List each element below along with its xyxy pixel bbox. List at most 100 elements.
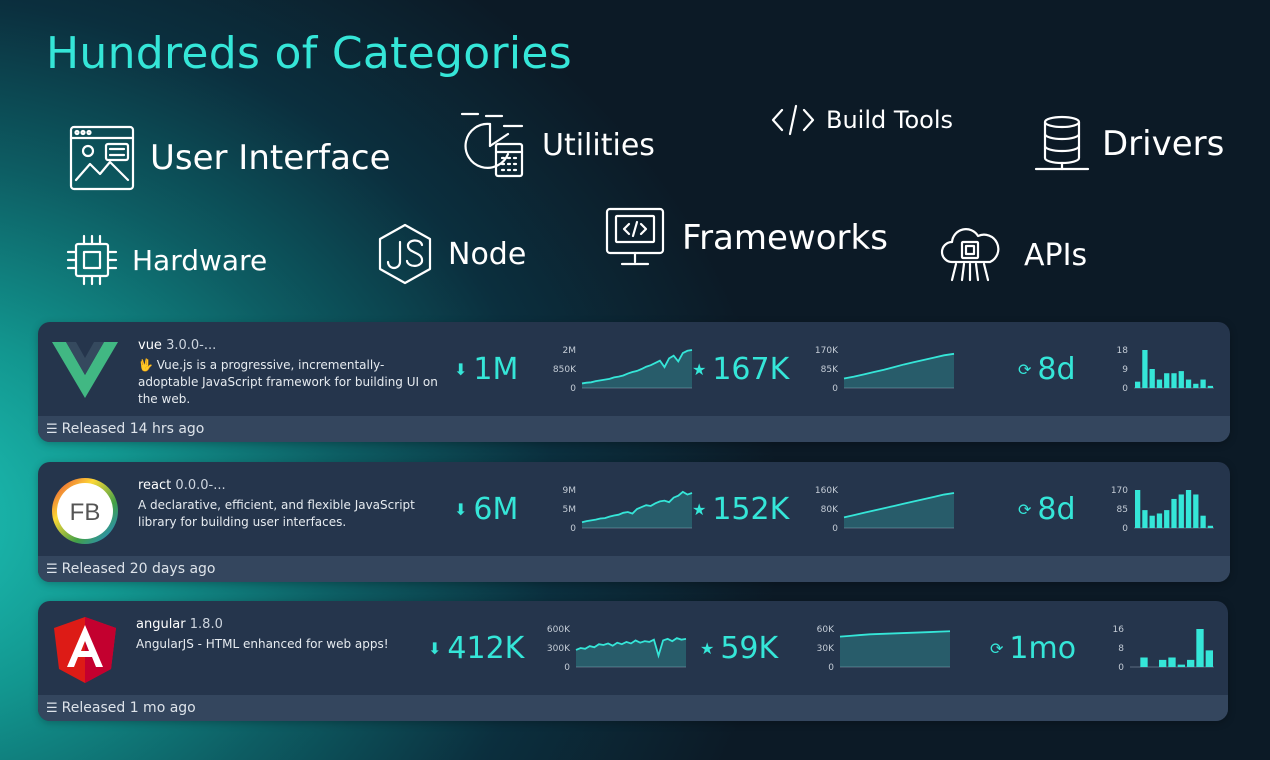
category-apis[interactable]: APIs xyxy=(940,224,1087,286)
commit-bar xyxy=(1185,379,1192,388)
category-build-tools[interactable]: Build Tools xyxy=(770,102,953,138)
category-drivers[interactable]: Drivers xyxy=(1034,114,1224,174)
axis-tick-label: 0 xyxy=(828,663,834,673)
stars-chart: 60K 30K 0 xyxy=(817,625,951,673)
package-description: AngularJS - HTML enhanced for web apps! xyxy=(136,637,389,651)
downloads-chart: 600K 300K 0 xyxy=(547,625,687,673)
commits-chart: 170 85 0 xyxy=(1111,486,1214,534)
downloads-metric: ⬇ 6M xyxy=(454,492,519,527)
category-utilities[interactable]: Utilities xyxy=(460,110,655,180)
package-card-angular[interactable]: angular 1.8.0 AngularJS - HTML enhanced … xyxy=(38,601,1228,721)
commit-bar xyxy=(1187,659,1195,667)
commit-bar xyxy=(1135,381,1141,388)
commit-bar xyxy=(1207,385,1213,388)
svg-text:FB: FB xyxy=(70,499,101,526)
category-label: Frameworks xyxy=(682,218,888,258)
category-node[interactable]: Node xyxy=(376,222,526,286)
axis-tick-label: 300K xyxy=(547,644,571,654)
refresh-icon: ⟳ xyxy=(1018,500,1032,519)
commit-bar xyxy=(1171,373,1177,388)
download-arrow-icon: ⬇ xyxy=(454,360,468,379)
downloads-metric: ⬇ 1M xyxy=(454,352,519,387)
category-frameworks[interactable]: Frameworks xyxy=(604,206,888,270)
axis-tick-label: 0 xyxy=(570,524,576,534)
axis-tick-label: 600K xyxy=(547,625,571,635)
age-metric: ⟳ 1mo xyxy=(990,631,1077,666)
axis-tick-label: 16 xyxy=(1113,625,1125,635)
commit-bar xyxy=(1156,379,1163,388)
star-icon: ★ xyxy=(692,500,707,519)
axis-tick-label: 9M xyxy=(563,486,577,496)
downloads-line xyxy=(575,637,687,659)
package-card-react[interactable]: FB react 0.0.0-... A declarative, effici… xyxy=(38,462,1230,582)
downloads-chart: 2M 850K 0 xyxy=(553,346,693,394)
category-user-interface[interactable]: User Interface xyxy=(68,124,391,192)
axis-tick-label: 170K xyxy=(815,346,839,356)
commit-bar xyxy=(1171,498,1177,528)
commit-bar xyxy=(1156,513,1163,528)
layers-icon: ☰ xyxy=(46,421,58,437)
commit-bar xyxy=(1196,629,1204,667)
commit-bar xyxy=(1207,525,1213,528)
category-label: Node xyxy=(448,236,527,272)
commit-bar xyxy=(1177,664,1185,667)
monitor-code-icon xyxy=(605,207,665,266)
download-arrow-icon: ⬇ xyxy=(454,500,468,519)
package-version: 0.0.0-... xyxy=(175,478,226,493)
react-fb-logo: FB xyxy=(52,478,118,544)
layers-icon: ☰ xyxy=(46,700,58,716)
commit-bar xyxy=(1140,657,1148,667)
axis-tick-label: 0 xyxy=(564,663,570,673)
layers-icon: ☰ xyxy=(46,561,58,577)
stars-chart: 160K 80K 0 xyxy=(815,486,955,534)
downloads-chart: 9M 5M 0 xyxy=(563,486,693,534)
downloads-area xyxy=(582,350,692,388)
package-name[interactable]: angular 1.8.0 xyxy=(136,617,223,632)
downloads-line xyxy=(581,490,693,524)
code-icon xyxy=(771,104,815,136)
category-label: Hardware xyxy=(132,243,268,277)
axis-tick-label: 9 xyxy=(1122,365,1128,375)
commit-bar xyxy=(1142,350,1148,388)
category-hardware[interactable]: Hardware xyxy=(64,232,267,288)
release-footer: ☰ Released 1 mo ago xyxy=(38,695,1228,721)
category-label: APIs xyxy=(1024,237,1088,273)
package-name[interactable]: react 0.0.0-... xyxy=(138,478,226,493)
axis-tick-label: 2M xyxy=(563,346,577,356)
commit-bar xyxy=(1164,510,1170,528)
commit-bar xyxy=(1193,383,1199,388)
commit-bar xyxy=(1205,650,1213,667)
refresh-icon: ⟳ xyxy=(990,639,1004,658)
page-title: Hundreds of Categories xyxy=(46,28,572,79)
commit-bar xyxy=(1164,373,1170,388)
chip-icon xyxy=(66,234,118,286)
downloads-line xyxy=(581,349,693,385)
axis-tick-label: 0 xyxy=(570,384,576,394)
age-metric: ⟳ 8d xyxy=(1018,352,1076,387)
refresh-icon: ⟳ xyxy=(1018,360,1032,379)
commit-bar xyxy=(1149,369,1155,388)
package-version: 3.0.0-... xyxy=(166,338,217,353)
axis-tick-label: 8 xyxy=(1118,644,1124,654)
axis-tick-label: 0 xyxy=(832,384,838,394)
package-version: 1.8.0 xyxy=(189,617,223,632)
commit-bar xyxy=(1193,494,1199,528)
commit-bar xyxy=(1168,657,1176,667)
category-label: Build Tools xyxy=(826,106,953,134)
stars-metric: ★ 167K xyxy=(692,352,790,387)
axis-tick-label: 160K xyxy=(815,486,839,496)
commit-bar xyxy=(1159,659,1167,667)
package-description: 🖖 Vue.js is a progressive, incrementally… xyxy=(138,358,438,406)
package-name[interactable]: vue 3.0.0-... xyxy=(138,338,217,353)
axis-tick-label: 0 xyxy=(1118,663,1124,673)
axis-tick-label: 0 xyxy=(1122,384,1128,394)
category-label: User Interface xyxy=(150,138,391,178)
package-card-vue[interactable]: vue 3.0.0-... 🖖 Vue.js is a progressive,… xyxy=(38,322,1230,442)
nodejs-icon xyxy=(378,223,432,285)
downloads-metric: ⬇ 412K xyxy=(428,631,525,666)
vue-logo xyxy=(52,342,118,398)
star-icon: ★ xyxy=(692,360,707,379)
category-label: Utilities xyxy=(542,127,655,163)
stars-line xyxy=(839,630,951,638)
